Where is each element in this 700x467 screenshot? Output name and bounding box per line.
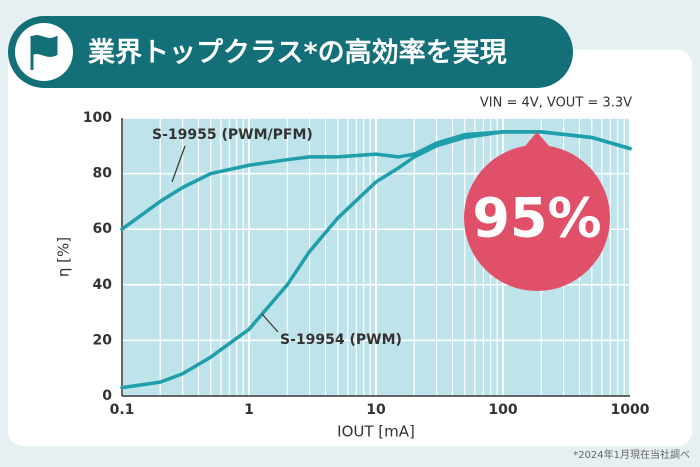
leader-line [261, 313, 279, 333]
x-tick-label: 1 [244, 402, 254, 418]
y-tick-label: 20 [93, 332, 113, 348]
badge-pointer [525, 132, 549, 146]
x-tick-label: 10 [366, 402, 386, 418]
x-tick-label: 100 [488, 402, 517, 418]
x-tick-label: 0.1 [110, 402, 135, 418]
flag-icon [30, 35, 58, 70]
series-line [120, 130, 632, 390]
y-tick-label: 60 [93, 221, 113, 237]
condition: VIN = 4V, VOUT = 3.3V [480, 96, 632, 111]
footnote: *2024年1月現在当社調べ [573, 448, 690, 461]
badge-text: 95% [472, 187, 601, 250]
series-label: S-19954 (PWM) [280, 332, 402, 348]
header-banner [8, 16, 573, 88]
badge [464, 145, 610, 291]
y-axis-label: η [%] [55, 237, 73, 277]
y-tick-label: 40 [93, 277, 113, 293]
x-axis-label: IOUT [mA] [337, 423, 415, 441]
y-tick-label: 0 [102, 388, 112, 404]
x-tick-label: 1000 [611, 402, 650, 418]
y-tick-label: 80 [93, 166, 113, 182]
chart-title: 業界トップクラス*の高効率を実現 [88, 37, 507, 69]
y-tick-label: 100 [83, 110, 112, 126]
leader-line [171, 145, 186, 183]
series-label: S-19955 (PWM/PFM) [152, 127, 313, 143]
